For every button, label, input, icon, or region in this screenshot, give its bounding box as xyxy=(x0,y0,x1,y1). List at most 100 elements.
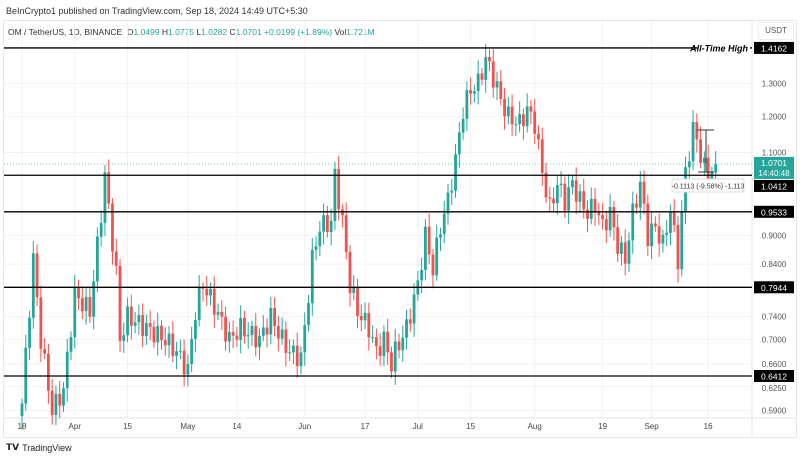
candle-body xyxy=(96,236,99,282)
chart-frame xyxy=(3,20,797,438)
candle-body xyxy=(601,215,604,220)
price-chart[interactable]: 1.4162 1.0412 0.9533 0.7944 0.6412 All-Time H… xyxy=(0,0,800,440)
candle-body xyxy=(450,190,454,193)
level-price-label: 1.0412 xyxy=(761,181,787,191)
candle-body xyxy=(58,393,62,406)
change-value: +0.0199 (+1.89%) xyxy=(264,27,333,37)
candle-body xyxy=(638,181,642,208)
candle-body xyxy=(405,319,408,338)
footer: 𝗧𝗩 TradingView xyxy=(6,442,72,453)
price-axis-tick: 0.6250 xyxy=(762,384,787,393)
candle-body xyxy=(103,172,107,223)
candle-body xyxy=(390,352,393,372)
candle-body xyxy=(506,106,510,117)
low-value: 1.0282 xyxy=(201,27,228,37)
price-axis-tick: 0.7000 xyxy=(762,336,787,345)
time-axis-tick: Aug xyxy=(528,422,542,431)
candle-body xyxy=(167,333,171,346)
level-price-tag xyxy=(754,281,794,294)
time-axis-tick: Jun xyxy=(298,422,311,431)
candle-body xyxy=(382,331,386,357)
candle-body xyxy=(446,192,450,214)
candle-body xyxy=(454,154,457,191)
all-time-high-label: All-Time High xyxy=(689,43,748,53)
candle-body xyxy=(20,403,24,417)
candle-body xyxy=(337,168,341,210)
candle-body xyxy=(265,327,269,335)
level-price-label: 1.4162 xyxy=(761,43,787,53)
candle-body xyxy=(114,251,118,266)
candle-body xyxy=(533,111,537,134)
candle-body xyxy=(92,281,96,317)
candle-body xyxy=(325,215,329,233)
published-by: BeInCrypto1 published on TradingView.com… xyxy=(6,6,308,16)
measure-label: -0.1113 (-9.58%) -1,113 xyxy=(672,184,745,191)
candle-body xyxy=(386,331,390,353)
candle-body xyxy=(243,317,246,337)
candle-body xyxy=(578,191,582,202)
candle-body xyxy=(367,312,371,338)
candle-body xyxy=(50,390,54,415)
candle-body xyxy=(182,350,186,375)
candle-body xyxy=(122,335,126,341)
currency-button[interactable]: USDT xyxy=(758,22,794,40)
candle-body xyxy=(676,225,680,270)
candle-body xyxy=(295,345,299,367)
time-axis-tick: Sep xyxy=(644,422,659,431)
candle-body xyxy=(299,352,303,367)
candle-body xyxy=(88,296,92,317)
candle-body xyxy=(612,206,616,228)
candle-body xyxy=(160,325,163,341)
candle-body xyxy=(687,161,691,168)
high-label: H xyxy=(161,27,169,37)
candle-body xyxy=(469,90,473,94)
candle-body xyxy=(627,240,631,264)
candle-body xyxy=(28,317,31,348)
candle-body xyxy=(408,319,412,324)
candle-body xyxy=(273,308,276,326)
candle-body xyxy=(439,234,442,238)
time-axis-tick: 16 xyxy=(704,422,713,431)
candle-body xyxy=(141,315,145,336)
candle-body xyxy=(186,363,190,375)
candle-body xyxy=(145,323,148,336)
tradingview-logo-icon: 𝗧𝗩 xyxy=(6,442,20,452)
candle-body xyxy=(608,206,612,231)
candle-body xyxy=(69,337,73,352)
candle-body xyxy=(461,118,465,133)
close-value: 1.0701 xyxy=(235,27,262,37)
time-axis-tick: 17 xyxy=(361,422,370,431)
candle-body xyxy=(378,346,382,357)
candle-body xyxy=(220,311,224,317)
candle-body xyxy=(43,348,47,354)
symbol-name[interactable]: OM / TetherUS, 1D, BINANCE xyxy=(8,27,123,37)
time-axis-tick: Apr xyxy=(69,422,82,431)
candle-body xyxy=(457,132,461,155)
candle-body xyxy=(571,180,574,188)
candle-body xyxy=(54,393,58,415)
candle-body xyxy=(593,198,597,213)
symbol-legend: OM / TetherUS, 1D, BINANCE O1.0499 H1.07… xyxy=(8,27,375,37)
candle-body xyxy=(427,226,431,255)
candle-body xyxy=(261,327,265,336)
candle-body xyxy=(175,351,178,356)
candle-body xyxy=(231,332,235,336)
candle-body xyxy=(525,106,529,127)
time-axis-tick: 18 xyxy=(18,422,27,431)
candle-body xyxy=(356,287,359,317)
candle-body xyxy=(714,163,718,173)
footer-brand[interactable]: TradingView xyxy=(22,442,72,453)
candle-body xyxy=(129,306,133,326)
candle-body xyxy=(555,185,559,204)
candle-body xyxy=(31,253,35,318)
price-axis-tick: 0.7400 xyxy=(762,313,787,322)
candle-body xyxy=(280,329,284,339)
measure-box xyxy=(671,178,745,193)
candle-body xyxy=(111,203,114,252)
candle-body xyxy=(254,326,258,348)
candle-body xyxy=(559,183,563,186)
candle-body xyxy=(465,90,469,119)
candle-body xyxy=(529,106,533,112)
candle-body xyxy=(178,350,182,352)
candle-body xyxy=(73,287,77,338)
